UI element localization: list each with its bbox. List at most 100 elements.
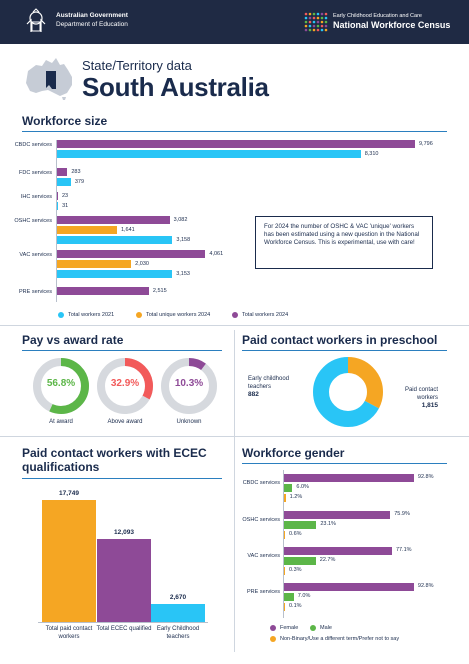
gender-bar-female (284, 511, 391, 519)
pcw-label-group: Paid contact workers 1,815 (388, 387, 438, 411)
gender-bar-male (284, 521, 317, 529)
bar-value-label: 283 (71, 169, 81, 175)
ect-label: Early childhood teachers (248, 376, 290, 390)
category-label: VAC services (247, 553, 280, 559)
gender-bar-other (284, 531, 285, 539)
category-label: PRE services (246, 589, 280, 595)
category-label: IHC services (20, 194, 52, 200)
header-bar: Australian Government Department of Educ… (0, 0, 469, 44)
donut-segment (33, 358, 89, 414)
legend-item-2021: Total workers 2021 (58, 312, 114, 318)
category-label: CBDC services (14, 142, 52, 148)
gender-legend-male: Male (310, 625, 332, 631)
bar-unique (57, 260, 132, 268)
pay-donut: 56.8% At award (31, 356, 91, 431)
bar-value-label: 92.8% (417, 583, 434, 589)
category-label: CBDC services (242, 480, 280, 486)
gender-title: Workforce gender (242, 446, 345, 460)
bar-value-label: 3,158 (176, 237, 191, 243)
legend-item-2024: Total workers 2024 (232, 312, 288, 318)
census-logo-icon (304, 12, 328, 32)
coat-of-arms-icon (26, 8, 46, 32)
category-label: FDC services (18, 170, 52, 176)
bar-category-label: Total paid contact workers (45, 626, 93, 640)
bar-w2024 (57, 216, 170, 224)
donut-value: 56.8% (46, 378, 76, 389)
gender-bar-female (284, 474, 414, 482)
pay-donut: 32.9% Above award (95, 356, 155, 431)
gender-bar-other (284, 567, 285, 575)
qualification-bar (151, 603, 205, 622)
bar-value-label: 1,641 (120, 227, 135, 233)
gender-legend-female: Female (270, 625, 298, 631)
bar-value-label: 23 (62, 193, 69, 199)
bar-unique (57, 226, 117, 234)
ect-label-group: Early childhood teachers 882 (248, 376, 312, 400)
section-rule (242, 463, 447, 464)
column-divider (234, 330, 235, 652)
divider (0, 436, 469, 437)
legend-swatch (270, 636, 276, 642)
donut-caption: Unknown (176, 419, 202, 425)
gender-bar-male (284, 484, 293, 492)
australia-map-icon (26, 58, 72, 100)
section-rule (22, 131, 447, 132)
bar-category-label: Total ECEC qualified (96, 626, 152, 632)
legend-swatch (232, 312, 238, 318)
gender-bar-male (284, 557, 316, 565)
pcw-label: Paid contact workers (404, 387, 438, 401)
bar-w2021 (57, 178, 71, 186)
qualification-bar (42, 500, 96, 622)
gov-line-2: Department of Education (56, 21, 128, 28)
legend-label: Total workers 2021 (68, 312, 115, 318)
census-line-1: Early Childhood Education and Care (333, 13, 422, 19)
category-label: OSHC services (242, 517, 280, 523)
legend-label: Total unique workers 2024 (146, 312, 211, 318)
category-label: PRE services (18, 289, 52, 295)
bar-value-label: 92.8% (417, 474, 434, 480)
bar-w2021 (57, 270, 173, 278)
bar-value-label: 2,515 (152, 288, 167, 294)
section-rule (22, 478, 222, 479)
gender-legend-other: Non-Binary/Use a different term/Prefer n… (270, 636, 399, 642)
pcw-value: 1,815 (421, 402, 438, 409)
bar-w2021 (57, 236, 173, 244)
bar-value-label: 3,153 (176, 271, 190, 277)
donut-segment (97, 358, 153, 414)
legend-swatch (136, 312, 142, 318)
donut-value: 32.9% (110, 378, 140, 389)
divider (0, 325, 469, 326)
census-name: Early Childhood Education and Care Natio… (333, 13, 450, 31)
gender-bar-other (284, 603, 285, 611)
donut-caption: Above award (107, 419, 143, 425)
bar-value-label: 17,749 (59, 490, 79, 497)
category-label: VAC services (19, 252, 52, 258)
donut-caption: At award (49, 419, 73, 425)
bar-value-label: 3,082 (173, 217, 188, 223)
donut-ring (33, 358, 89, 414)
legend-label: Total workers 2024 (242, 312, 289, 318)
bar-value-label: 9,796 (419, 141, 433, 147)
bar-value-label: 8,310 (364, 151, 379, 157)
donut-value: 10.3% (174, 378, 204, 389)
pay-donut: 10.3% Unknown (159, 356, 219, 431)
qualifications-title: Paid contact workers with ECEC qualifica… (22, 446, 207, 474)
legend-item-unique-2024: Total unique workers 2024 (136, 312, 210, 318)
bar-value-label: 379 (74, 179, 85, 185)
preschool-donut-chart (313, 357, 383, 427)
legend-swatch (58, 312, 64, 318)
workforce-size-title: Workforce size (22, 114, 108, 128)
donut-ring (97, 358, 153, 414)
bar-value-label: 2,030 (135, 261, 149, 267)
legend-label: Male (320, 625, 332, 631)
legend-swatch (270, 625, 276, 631)
bar-value-label: 77.1% (395, 547, 412, 553)
experimental-note: For 2024 the number of OSHC & VAC 'uniqu… (255, 216, 433, 269)
bar-w2024 (57, 250, 206, 258)
bar-value-label: 0.1% (289, 603, 302, 609)
bar-w2024 (57, 192, 58, 200)
category-label: OSHC services (14, 218, 52, 224)
ect-value: 882 (248, 391, 259, 398)
bar-w2021 (57, 150, 361, 158)
qualifications-axis-line (38, 622, 208, 623)
